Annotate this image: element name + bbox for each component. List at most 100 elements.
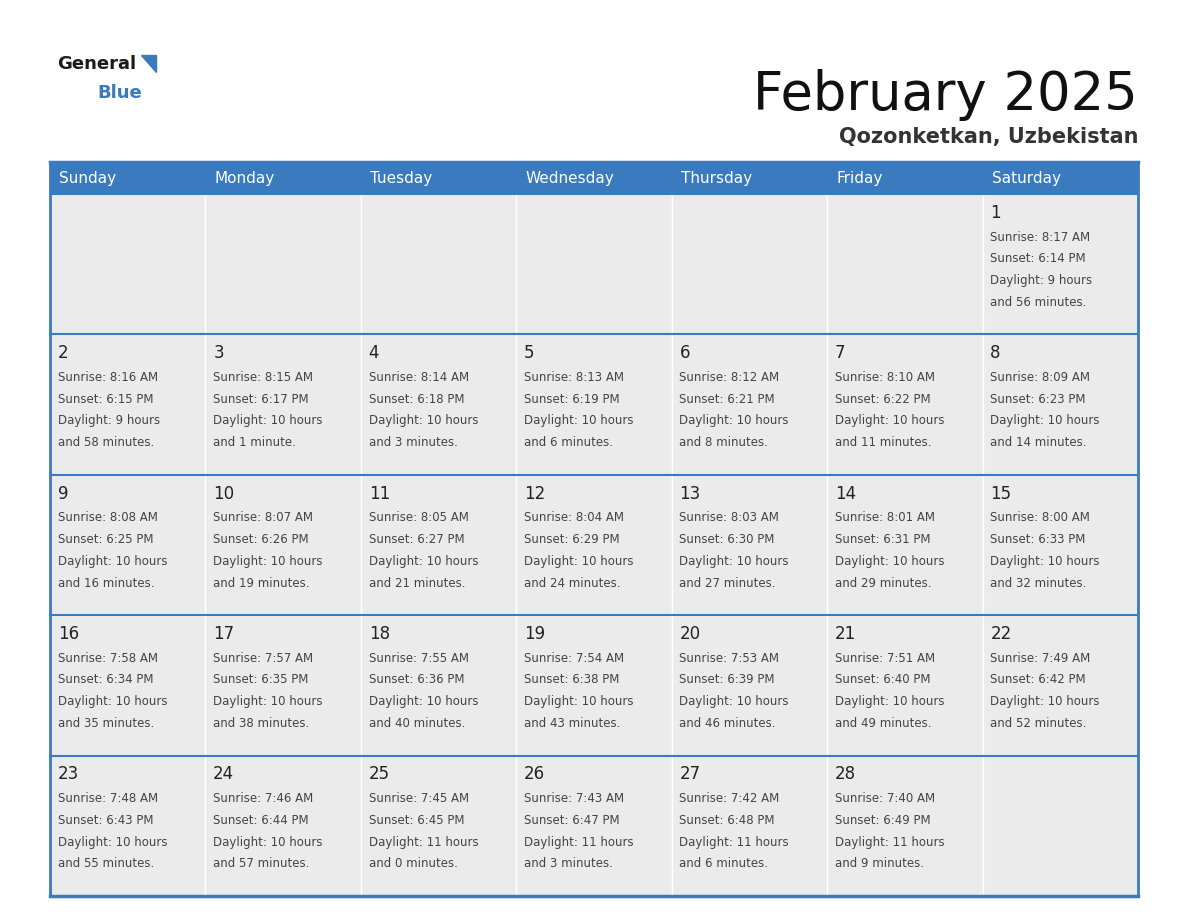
Text: Daylight: 10 hours: Daylight: 10 hours	[680, 554, 789, 568]
Text: Sunrise: 7:54 AM: Sunrise: 7:54 AM	[524, 652, 624, 665]
Text: and 38 minutes.: and 38 minutes.	[213, 717, 309, 730]
Text: 20: 20	[680, 625, 701, 643]
Text: and 9 minutes.: and 9 minutes.	[835, 857, 924, 870]
Text: and 3 minutes.: and 3 minutes.	[368, 436, 457, 449]
Bar	[827, 194, 982, 334]
Text: and 49 minutes.: and 49 minutes.	[835, 717, 931, 730]
Text: Sunrise: 8:17 AM: Sunrise: 8:17 AM	[991, 230, 1091, 243]
Text: Daylight: 10 hours: Daylight: 10 hours	[213, 695, 323, 708]
Text: Sunset: 6:42 PM: Sunset: 6:42 PM	[991, 674, 1086, 687]
Text: and 0 minutes.: and 0 minutes.	[368, 857, 457, 870]
Text: Sunrise: 8:16 AM: Sunrise: 8:16 AM	[58, 371, 158, 384]
Text: Sunrise: 7:46 AM: Sunrise: 7:46 AM	[213, 792, 314, 805]
Text: and 21 minutes.: and 21 minutes.	[368, 577, 466, 589]
Text: Saturday: Saturday	[992, 171, 1061, 185]
Text: Sunrise: 8:08 AM: Sunrise: 8:08 AM	[58, 511, 158, 524]
Text: Sunrise: 8:05 AM: Sunrise: 8:05 AM	[368, 511, 468, 524]
Text: Sunrise: 8:01 AM: Sunrise: 8:01 AM	[835, 511, 935, 524]
Text: 27: 27	[680, 766, 701, 783]
Text: 18: 18	[368, 625, 390, 643]
Text: Blue: Blue	[97, 84, 143, 103]
Text: Sunrise: 8:13 AM: Sunrise: 8:13 AM	[524, 371, 624, 384]
Text: Daylight: 9 hours: Daylight: 9 hours	[58, 414, 160, 428]
Text: 23: 23	[58, 766, 80, 783]
Text: and 1 minute.: and 1 minute.	[213, 436, 296, 449]
Text: General: General	[57, 55, 137, 73]
Text: 7: 7	[835, 344, 846, 363]
Text: 15: 15	[991, 485, 1011, 503]
Bar	[517, 615, 671, 756]
Text: Thursday: Thursday	[681, 171, 752, 185]
Text: Sunrise: 8:12 AM: Sunrise: 8:12 AM	[680, 371, 779, 384]
Text: Daylight: 10 hours: Daylight: 10 hours	[991, 414, 1100, 428]
Text: Sunrise: 7:57 AM: Sunrise: 7:57 AM	[213, 652, 314, 665]
Bar	[50, 756, 206, 896]
Text: and 16 minutes.: and 16 minutes.	[58, 577, 154, 589]
Text: Sunrise: 7:42 AM: Sunrise: 7:42 AM	[680, 792, 779, 805]
Text: and 29 minutes.: and 29 minutes.	[835, 577, 931, 589]
Text: Sunrise: 7:49 AM: Sunrise: 7:49 AM	[991, 652, 1091, 665]
Text: Daylight: 10 hours: Daylight: 10 hours	[368, 414, 478, 428]
Text: Sunrise: 7:43 AM: Sunrise: 7:43 AM	[524, 792, 624, 805]
Text: Sunrise: 7:48 AM: Sunrise: 7:48 AM	[58, 792, 158, 805]
Text: 19: 19	[524, 625, 545, 643]
Text: Sunset: 6:30 PM: Sunset: 6:30 PM	[680, 533, 775, 546]
Text: Sunrise: 8:00 AM: Sunrise: 8:00 AM	[991, 511, 1091, 524]
Bar	[361, 475, 517, 615]
Text: and 56 minutes.: and 56 minutes.	[991, 296, 1087, 308]
Bar	[671, 334, 827, 475]
Bar	[361, 615, 517, 756]
Text: Daylight: 10 hours: Daylight: 10 hours	[524, 414, 633, 428]
Text: and 32 minutes.: and 32 minutes.	[991, 577, 1087, 589]
Text: and 19 minutes.: and 19 minutes.	[213, 577, 310, 589]
Text: Daylight: 10 hours: Daylight: 10 hours	[991, 554, 1100, 568]
Text: Sunrise: 7:58 AM: Sunrise: 7:58 AM	[58, 652, 158, 665]
Text: Daylight: 10 hours: Daylight: 10 hours	[213, 414, 323, 428]
Text: and 24 minutes.: and 24 minutes.	[524, 577, 620, 589]
Text: Sunset: 6:17 PM: Sunset: 6:17 PM	[213, 393, 309, 406]
Text: Friday: Friday	[836, 171, 883, 185]
Bar	[517, 334, 671, 475]
Text: Daylight: 10 hours: Daylight: 10 hours	[213, 835, 323, 848]
Bar	[827, 334, 982, 475]
Text: Daylight: 10 hours: Daylight: 10 hours	[524, 695, 633, 708]
Bar	[671, 756, 827, 896]
Text: Sunset: 6:49 PM: Sunset: 6:49 PM	[835, 814, 930, 827]
Bar	[206, 615, 361, 756]
Text: Sunset: 6:27 PM: Sunset: 6:27 PM	[368, 533, 465, 546]
Bar	[827, 756, 982, 896]
Text: Sunset: 6:19 PM: Sunset: 6:19 PM	[524, 393, 620, 406]
Text: Daylight: 10 hours: Daylight: 10 hours	[991, 695, 1100, 708]
Text: Sunrise: 8:14 AM: Sunrise: 8:14 AM	[368, 371, 469, 384]
Text: Daylight: 10 hours: Daylight: 10 hours	[524, 554, 633, 568]
Text: Wednesday: Wednesday	[525, 171, 614, 185]
Text: 17: 17	[213, 625, 234, 643]
Text: Sunset: 6:31 PM: Sunset: 6:31 PM	[835, 533, 930, 546]
Text: 24: 24	[213, 766, 234, 783]
Text: 28: 28	[835, 766, 857, 783]
Text: Sunrise: 7:40 AM: Sunrise: 7:40 AM	[835, 792, 935, 805]
Text: Sunrise: 8:15 AM: Sunrise: 8:15 AM	[213, 371, 314, 384]
Text: and 6 minutes.: and 6 minutes.	[680, 857, 769, 870]
Text: Sunrise: 7:45 AM: Sunrise: 7:45 AM	[368, 792, 469, 805]
Text: and 11 minutes.: and 11 minutes.	[835, 436, 931, 449]
Text: Sunrise: 8:03 AM: Sunrise: 8:03 AM	[680, 511, 779, 524]
Text: Sunset: 6:33 PM: Sunset: 6:33 PM	[991, 533, 1086, 546]
Text: Daylight: 10 hours: Daylight: 10 hours	[368, 554, 478, 568]
Bar	[50, 162, 1138, 194]
Text: and 58 minutes.: and 58 minutes.	[58, 436, 154, 449]
Bar	[827, 615, 982, 756]
Bar	[361, 194, 517, 334]
Text: Sunset: 6:40 PM: Sunset: 6:40 PM	[835, 674, 930, 687]
Text: and 57 minutes.: and 57 minutes.	[213, 857, 310, 870]
Text: Sunset: 6:36 PM: Sunset: 6:36 PM	[368, 674, 465, 687]
Text: Sunset: 6:22 PM: Sunset: 6:22 PM	[835, 393, 930, 406]
Text: Daylight: 11 hours: Daylight: 11 hours	[368, 835, 479, 848]
Text: 11: 11	[368, 485, 390, 503]
Bar	[982, 194, 1138, 334]
Bar	[361, 756, 517, 896]
Bar	[982, 334, 1138, 475]
Text: 4: 4	[368, 344, 379, 363]
Text: 26: 26	[524, 766, 545, 783]
Bar	[517, 475, 671, 615]
